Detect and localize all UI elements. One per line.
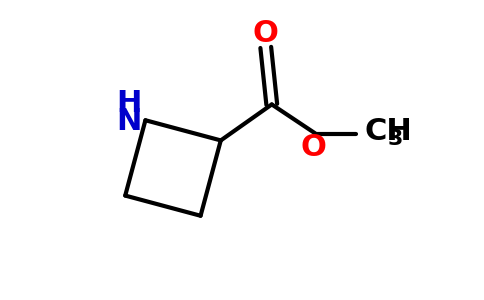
Text: O: O xyxy=(253,20,279,48)
Text: O: O xyxy=(301,134,327,162)
Text: 3: 3 xyxy=(387,129,403,149)
Text: H: H xyxy=(116,89,142,118)
Text: CH: CH xyxy=(365,117,412,146)
Text: N: N xyxy=(116,107,142,136)
